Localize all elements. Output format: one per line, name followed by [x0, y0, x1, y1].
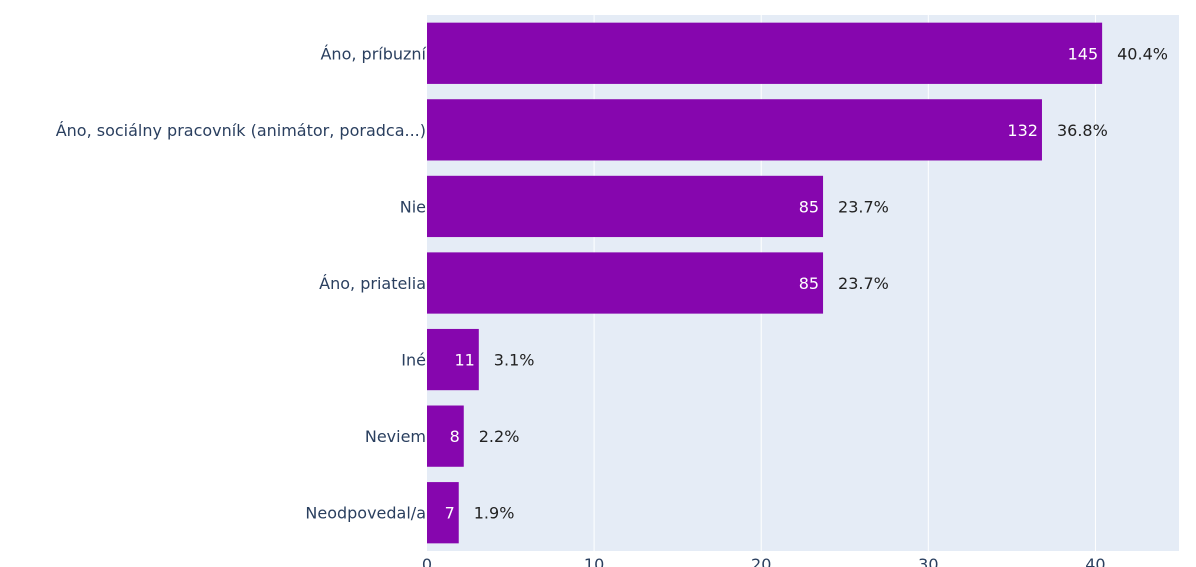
percent-label: 23.7% [838, 197, 889, 216]
bar [427, 252, 824, 314]
x-axis-ticks: 0 10 20 30 40 [422, 555, 1106, 567]
count-label: 85 [799, 197, 819, 216]
x-tick-label: 0 [422, 555, 432, 567]
percent-label: 3.1% [494, 351, 535, 370]
bar [427, 22, 1103, 84]
count-label: 132 [1007, 121, 1038, 140]
category-label: Iné [401, 351, 426, 370]
category-label: Áno, príbuzní [320, 44, 426, 63]
percent-label: 1.9% [474, 504, 515, 523]
x-tick-label: 40 [1085, 555, 1105, 567]
labels: Áno, príbuzní 145 40.4% Áno, sociálny praco… [56, 44, 1168, 522]
x-tick-label: 20 [751, 555, 771, 567]
count-label: 8 [450, 427, 460, 446]
bar [427, 175, 824, 238]
count-label: 7 [445, 504, 455, 523]
category-label: Neodpovedal/a [305, 504, 426, 523]
percent-label: 2.2% [479, 427, 520, 446]
count-label: 145 [1068, 44, 1099, 63]
count-label: 85 [799, 274, 819, 293]
bar [427, 405, 464, 467]
bar [427, 99, 1042, 161]
count-label: 11 [454, 351, 474, 370]
percent-label: 23.7% [838, 274, 889, 293]
category-label: Áno, priatelia [319, 274, 426, 293]
category-label: Nie [400, 197, 426, 216]
bar [427, 482, 459, 544]
x-tick-label: 30 [918, 555, 938, 567]
bar [427, 328, 479, 391]
x-tick-label: 10 [584, 555, 604, 567]
category-label: Neviem [365, 427, 426, 446]
bars [427, 22, 1103, 544]
category-label: Áno, sociálny pracovník (animátor, porad… [56, 121, 426, 140]
percent-label: 36.8% [1057, 121, 1108, 140]
percent-label: 40.4% [1117, 44, 1168, 63]
